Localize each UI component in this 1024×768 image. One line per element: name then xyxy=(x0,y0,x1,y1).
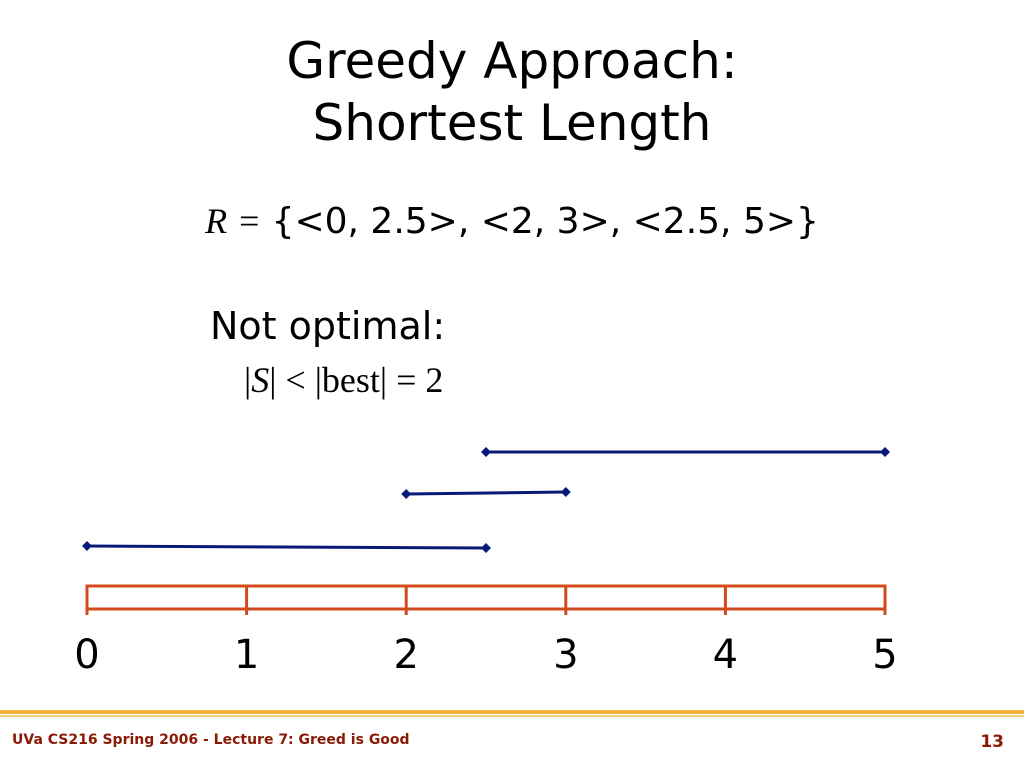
number-line xyxy=(85,584,887,615)
interval-end-marker xyxy=(880,447,890,457)
tick-labels: 0 1 2 3 4 5 xyxy=(74,632,897,678)
set-value: {<0, 2.5>, <2, 3>, <2.5, 5>} xyxy=(271,201,819,242)
formula-var-s: S xyxy=(251,360,270,400)
tick-label-3: 3 xyxy=(553,632,578,678)
tick-label-2: 2 xyxy=(393,632,418,678)
tick-label-1: 1 xyxy=(234,632,259,678)
footer-rule-light xyxy=(0,715,1024,717)
page-number: 13 xyxy=(980,732,1004,752)
interval-2.5-5 xyxy=(481,447,890,457)
interval-line xyxy=(406,490,566,496)
formula-rest: | < |best| = 2 xyxy=(269,360,444,400)
footer-course-text: UVa CS216 Spring 2006 - Lecture 7: Greed… xyxy=(12,732,410,748)
footer-rule xyxy=(0,710,1024,714)
interval-start-marker xyxy=(481,447,491,457)
title-line-2: Shortest Length xyxy=(312,94,712,152)
tick-label-4: 4 xyxy=(713,632,738,678)
slide-title: Greedy Approach: Shortest Length xyxy=(0,30,1024,154)
interval-2-3 xyxy=(401,487,571,499)
interval-end-marker xyxy=(560,487,571,497)
title-line-1: Greedy Approach: xyxy=(286,32,738,90)
interval-start-marker xyxy=(82,541,92,551)
interval-set-definition: R = {<0, 2.5>, <2, 3>, <2.5, 5>} xyxy=(0,196,1024,246)
not-optimal-heading: Not optimal: xyxy=(210,304,446,348)
intervals-group xyxy=(82,447,890,553)
interval-0-2.5 xyxy=(82,541,491,553)
formula-bar-open: | xyxy=(244,360,252,400)
set-variable: R xyxy=(205,201,228,241)
interval-start-marker xyxy=(401,489,412,499)
interval-diagram: 0 1 2 3 4 5 xyxy=(74,447,898,678)
interval-end-marker xyxy=(481,543,491,553)
interval-line xyxy=(86,544,487,550)
size-comparison-formula: |S| < |best| = 2 xyxy=(244,358,443,402)
tick-label-0: 0 xyxy=(74,632,99,678)
set-equals-sign: = xyxy=(239,201,260,241)
number-line-bar xyxy=(85,584,887,611)
tick-label-5: 5 xyxy=(872,632,897,678)
